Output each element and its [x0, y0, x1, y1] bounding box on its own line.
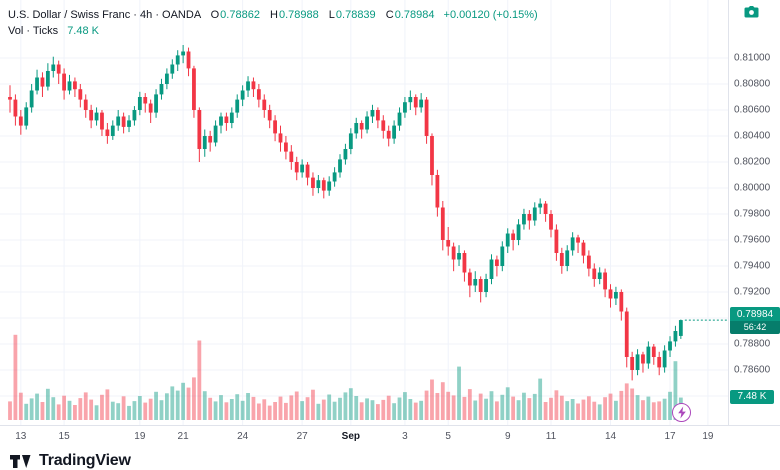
price-tick-label: 0.79200 — [734, 286, 771, 298]
price-tick-label: 0.80400 — [734, 130, 771, 142]
time-tick-label: 19 — [702, 431, 714, 442]
price-tick-label: 0.79400 — [734, 260, 771, 272]
volume-indicator-value: 7.48 K — [67, 25, 99, 37]
ohlc-close-value: 0.78984 — [394, 9, 435, 21]
last-price-badge: 0.78984 56:42 — [730, 307, 780, 335]
bar-countdown: 56:42 — [730, 321, 780, 335]
time-tick-label: 24 — [237, 431, 249, 442]
last-price-value: 0.78984 — [730, 307, 780, 322]
price-tick-label: 0.78600 — [734, 364, 771, 376]
symbol-title[interactable]: U.S. Dollar / Swiss Franc · 4h · OANDA — [8, 9, 201, 21]
time-tick-label: 19 — [134, 431, 146, 442]
tradingview-logo[interactable]: TradingView — [10, 452, 131, 470]
tradingview-logo-icon — [10, 455, 31, 468]
symbol-row: U.S. Dollar / Swiss Franc · 4h · OANDA O… — [8, 7, 538, 23]
boost-button[interactable] — [672, 403, 691, 422]
time-tick-label: 3 — [402, 431, 408, 442]
lightning-icon — [677, 406, 686, 419]
time-tick-label: 11 — [545, 431, 557, 442]
ohlc-open-label: O — [210, 9, 220, 21]
candlestick-chart[interactable] — [0, 0, 728, 425]
chart-legend: U.S. Dollar / Swiss Franc · 4h · OANDA O… — [8, 7, 538, 39]
snapshot-camera-icon[interactable] — [744, 5, 759, 23]
ohlc-low-label: L — [328, 9, 335, 21]
time-tick-label: 14 — [604, 431, 617, 442]
price-tick-label: 0.80200 — [734, 156, 771, 168]
ohlc-low-value: 0.78839 — [335, 9, 376, 21]
time-tick-label: 5 — [445, 431, 451, 442]
time-tick-label: 9 — [504, 431, 511, 442]
tradingview-wordmark: TradingView — [39, 452, 131, 469]
ohlc-high-value: 0.78988 — [278, 9, 319, 21]
price-tick-label: 0.81000 — [734, 52, 771, 64]
price-tick-label: 0.79600 — [734, 234, 771, 246]
time-tick-label: Sep — [341, 431, 360, 442]
price-tick-label: 0.79800 — [734, 208, 771, 220]
time-tick-label: 27 — [296, 431, 308, 442]
price-tick-label: 0.80000 — [734, 182, 771, 194]
time-tick-label: 15 — [58, 431, 70, 442]
volume-axis-badge: 7.48 K — [730, 389, 774, 404]
price-change: +0.00120 (+0.15%) — [443, 9, 538, 21]
volume-indicator-label[interactable]: Vol · Ticks — [8, 25, 59, 37]
ohlc-high-label: H — [270, 9, 278, 21]
price-tick-label: 0.78800 — [734, 338, 771, 350]
time-axis[interactable]: 13 15 19 21 24 27 Sep 3 5 9 11 14 17 19 — [0, 425, 780, 447]
volume-row: Vol · Ticks 7.48 K — [8, 23, 538, 39]
ohlc-open-value: 0.78862 — [220, 9, 260, 21]
time-tick-label: 21 — [177, 431, 189, 442]
price-axis[interactable]: 0.78984 56:42 7.48 K 0.81000 0.80800 0.806… — [728, 0, 780, 425]
time-tick-label: 17 — [664, 431, 676, 442]
price-tick-label: 0.80800 — [734, 78, 771, 90]
ohlc-close-label: C — [385, 9, 394, 21]
time-tick-label: 13 — [15, 431, 27, 442]
price-tick-label: 0.80600 — [734, 104, 771, 116]
